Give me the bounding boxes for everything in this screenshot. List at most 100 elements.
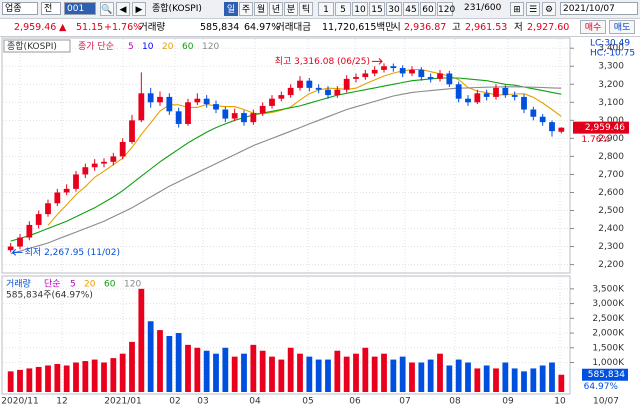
interval-button[interactable]: 15 [369,2,385,16]
ma-line [10,77,562,242]
sell-button[interactable]: 매도 [609,20,635,34]
volume-bar [465,362,471,392]
y-tick-label: 2,600 [598,188,624,198]
volume: 585,834 [200,22,240,33]
volume-bar [437,353,443,392]
y-tick-label: 2,800 [598,152,624,162]
volume-bar [409,362,415,392]
interval-button[interactable]: 10 [352,2,368,16]
volume-bar [371,356,378,392]
period-button[interactable]: 일 [224,2,238,16]
volume-bar [390,359,397,392]
candle-body [334,89,341,96]
x-tick-label: 10 [554,397,566,407]
max-arrow [372,57,383,65]
candle-body [175,111,182,124]
interval-button[interactable]: 120 [437,2,455,16]
code-input[interactable]: 001 [64,2,96,15]
volume-bar [119,353,126,392]
candle-body [502,87,509,96]
candle-body [82,167,89,175]
candle-body [521,96,527,110]
candle-body [455,84,462,99]
prev-button[interactable]: ◀ [116,2,130,16]
volume-bar [138,288,145,392]
period-button[interactable]: 틱 [299,2,313,16]
y-tick-label: 3,100 [598,98,624,108]
buy-button[interactable]: 매수 [580,20,606,34]
candle-body [185,102,191,124]
volume-bar [231,356,238,392]
market-select[interactable]: 업종 [2,2,38,15]
date-input[interactable]: 2021/10/07 [560,2,638,15]
interval-button[interactable]: 60 [420,2,436,16]
volume-bar [241,353,247,392]
candle-body [390,66,397,69]
volume-bar [539,365,546,392]
candle-body [437,73,443,79]
candle-body [54,192,61,204]
volume-bar [82,361,89,392]
interval-button[interactable]: 45 [403,2,419,16]
volume-bar [297,353,303,392]
x-tick-label: 09 [502,397,514,407]
max-annotation: 최고 3,316.08 (06/25) [275,56,370,67]
candle-body [418,69,425,78]
candle-body [259,105,266,114]
legend-item: 20 [162,42,174,52]
candle-body [213,104,219,110]
interval-button[interactable]: 5 [335,2,351,16]
candle-body [465,98,471,103]
candle-body [7,246,14,251]
candle-body [194,98,201,103]
x-tick-label: 07 [399,397,410,407]
candle-body [483,93,490,97]
volume-bar [446,365,453,392]
tool-button[interactable]: ⊞ [510,2,524,16]
period-button[interactable]: 년 [269,2,283,16]
open-label: 시 [392,22,401,33]
y-tick-label: 2,900 [598,134,624,144]
volume-bar [26,368,33,392]
low: 2,927.60 [527,22,570,33]
price-panel [1,37,571,274]
interval-button[interactable]: 1 [318,2,334,16]
candle-body [101,161,107,164]
y-tick-label: 2,500K [592,314,625,324]
tool-button[interactable]: ☰ [526,2,540,16]
x-tick-label: 02 [169,397,180,407]
next-button[interactable]: ▶ [132,2,146,16]
volume-bar [147,321,154,392]
volume-bar [269,356,275,392]
mode-select[interactable]: 전 [41,2,61,15]
low-label: 저 [514,22,523,33]
candle-body [381,66,387,70]
volume-bar [306,356,313,392]
search-button[interactable]: 🔍 [100,2,114,16]
period-button[interactable]: 월 [254,2,268,16]
candle-body [325,89,331,96]
volume-bar [222,347,229,392]
tool-button[interactable]: ⚙ [542,2,556,16]
volume-bar [521,371,527,392]
volume-bar [287,347,294,392]
volume-bar [502,362,509,392]
y-tick-label: 2,700 [598,170,624,180]
candle-body [278,95,285,99]
interval-button[interactable]: 30 [386,2,402,16]
candle-body [241,113,247,123]
candle-body [45,203,51,215]
chart: 2020/11 12 2021/01 02 03 04 05 06 07 08 09 10 10/07 2… [1,37,635,407]
quote-bar: 2,959.46 ▲ 51.15 +1.76% 거래량 585,834 64.9… [0,19,640,37]
candle-body [110,156,117,162]
candle-body [129,120,135,142]
legend-item: 5 [70,280,76,290]
x-tick-label: 08 [449,397,461,407]
period-button[interactable]: 주 [239,2,253,16]
legend-item: 20 [84,280,96,290]
period-button[interactable]: 분 [284,2,298,16]
price: 2,959.46 [14,22,57,33]
candle-body [315,87,322,90]
